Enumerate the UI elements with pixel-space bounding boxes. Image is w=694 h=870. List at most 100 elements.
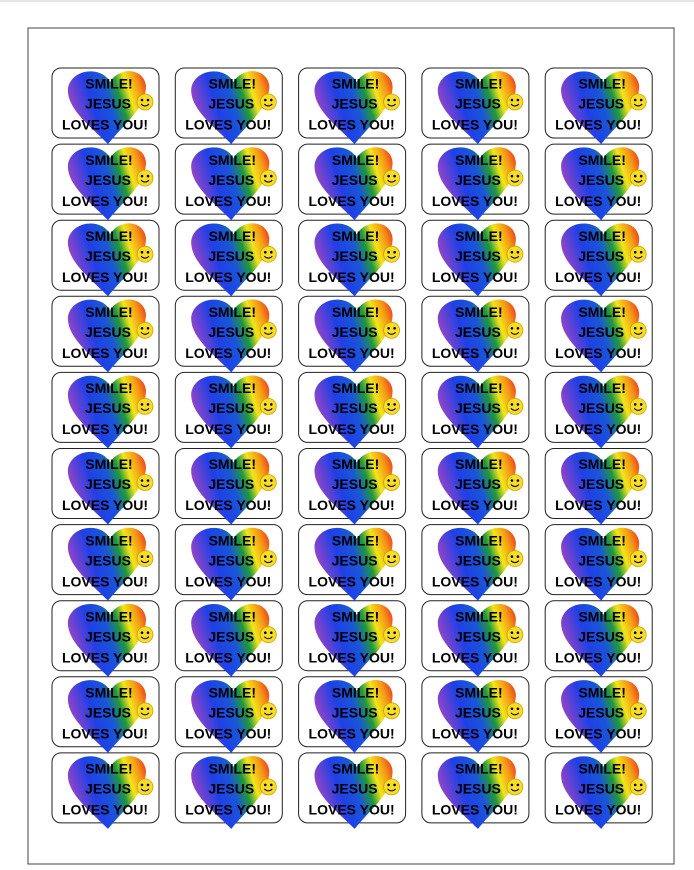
- rainbow-heart: [561, 527, 640, 601]
- smiley-mouth: [140, 788, 150, 792]
- rainbow-heart: [67, 375, 146, 449]
- smiley-eye: [510, 479, 514, 482]
- sticker-text: SMILE!: [85, 304, 132, 320]
- smiley-eye: [140, 555, 144, 558]
- smiley: [629, 93, 647, 111]
- rainbow-heart: [191, 147, 270, 221]
- sticker-text: LOVES YOU!: [555, 421, 641, 437]
- rainbow-heart: [561, 375, 640, 449]
- rainbow-heart: [314, 603, 393, 677]
- sticker-grid: SMILE! JESUS LOVES YOU! SMILE! JESUS LOVES YO…: [51, 67, 653, 829]
- sticker: SMILE! JESUS LOVES YOU!: [51, 67, 160, 144]
- smiley-eye: [270, 479, 273, 482]
- smiley-eye: [633, 555, 637, 558]
- smiley-eye: [393, 174, 396, 178]
- smiley-eye: [639, 783, 643, 787]
- sticker-text: JESUS: [455, 400, 501, 416]
- rainbow-heart: [437, 299, 516, 373]
- smiley: [506, 397, 524, 415]
- smiley-eye: [639, 174, 643, 178]
- smiley-eye: [387, 707, 390, 711]
- smiley-eye: [639, 403, 643, 406]
- smiley-eye: [516, 403, 520, 406]
- sticker: SMILE! JESUS LOVES YOU!: [174, 524, 283, 601]
- smiley-eye: [387, 250, 390, 254]
- rainbow-heart: [191, 71, 270, 144]
- smiley-eye: [270, 174, 273, 178]
- sticker-text: JESUS: [332, 172, 378, 188]
- rainbow-heart: [437, 451, 516, 525]
- sticker-text: SMILE!: [455, 456, 502, 472]
- rainbow-heart: [561, 71, 640, 144]
- smiley-mouth: [633, 636, 643, 640]
- smiley: [629, 702, 647, 720]
- smiley: [136, 474, 154, 491]
- sticker-text: SMILE!: [455, 380, 502, 396]
- smiley-mouth: [510, 103, 520, 107]
- smiley-eye: [270, 98, 273, 102]
- smiley: [383, 169, 401, 187]
- sticker-text: JESUS: [332, 324, 378, 340]
- smiley-eye: [270, 555, 273, 558]
- sticker-text: JESUS: [208, 96, 254, 112]
- sticker: SMILE! JESUS LOVES YOU!: [174, 752, 283, 829]
- sticker: SMILE! JESUS LOVES YOU!: [298, 371, 407, 449]
- smiley-mouth: [510, 560, 520, 564]
- smiley-mouth: [510, 179, 520, 183]
- sticker-text: SMILE!: [455, 761, 502, 777]
- smiley-mouth: [510, 255, 520, 259]
- rainbow-heart: [561, 147, 640, 221]
- sticker-text: JESUS: [578, 781, 624, 797]
- smiley-eye: [510, 250, 514, 254]
- smiley-mouth: [387, 788, 396, 792]
- sticker-text: LOVES YOU!: [432, 649, 518, 665]
- rainbow-heart: [67, 451, 146, 525]
- sticker-text: JESUS: [455, 705, 501, 721]
- sticker-text: SMILE!: [85, 456, 132, 472]
- sticker-text: JESUS: [85, 552, 131, 568]
- sticker-text: JESUS: [455, 172, 501, 188]
- rainbow-heart: [561, 223, 640, 297]
- sticker-text: SMILE!: [209, 380, 256, 396]
- smiley-mouth: [633, 255, 643, 259]
- smiley: [506, 550, 524, 567]
- sticker-text: SMILE!: [85, 76, 132, 92]
- smiley: [383, 778, 401, 796]
- smiley-mouth: [387, 560, 396, 564]
- sticker-text: JESUS: [85, 781, 131, 797]
- sticker-text: JESUS: [208, 628, 254, 644]
- smiley-eye: [510, 98, 514, 102]
- rainbow-heart: [314, 71, 393, 144]
- smiley: [629, 778, 647, 796]
- sticker: SMILE! JESUS LOVES YOU!: [421, 676, 530, 753]
- sticker-text: LOVES YOU!: [309, 269, 395, 285]
- smiley-mouth: [510, 788, 520, 792]
- smiley-eye: [146, 555, 150, 558]
- sticker: SMILE! JESUS LOVES YOU!: [421, 448, 530, 525]
- sticker-text: LOVES YOU!: [309, 573, 395, 589]
- smiley: [136, 321, 154, 339]
- smiley-eye: [639, 327, 643, 330]
- sticker-text: SMILE!: [578, 380, 625, 396]
- rainbow-heart: [437, 756, 516, 829]
- sticker: SMILE! JESUS LOVES YOU!: [298, 143, 407, 221]
- smiley-eye: [393, 631, 396, 634]
- rainbow-heart: [191, 603, 270, 677]
- sticker: SMILE! JESUS LOVES YOU!: [421, 295, 530, 373]
- smiley-eye: [516, 707, 520, 711]
- smiley-eye: [633, 327, 637, 330]
- rainbow-heart: [67, 679, 146, 753]
- rainbow-heart: [437, 375, 516, 449]
- smiley: [136, 245, 154, 263]
- smiley-mouth: [387, 331, 396, 335]
- rainbow-heart: [314, 527, 393, 601]
- sticker-text: JESUS: [455, 324, 501, 340]
- smiley-mouth: [140, 484, 150, 487]
- sticker-text: JESUS: [332, 781, 378, 797]
- smiley: [259, 550, 277, 567]
- smiley-eye: [633, 783, 637, 787]
- smiley: [259, 93, 277, 111]
- smiley: [383, 321, 401, 339]
- sticker-text: JESUS: [208, 552, 254, 568]
